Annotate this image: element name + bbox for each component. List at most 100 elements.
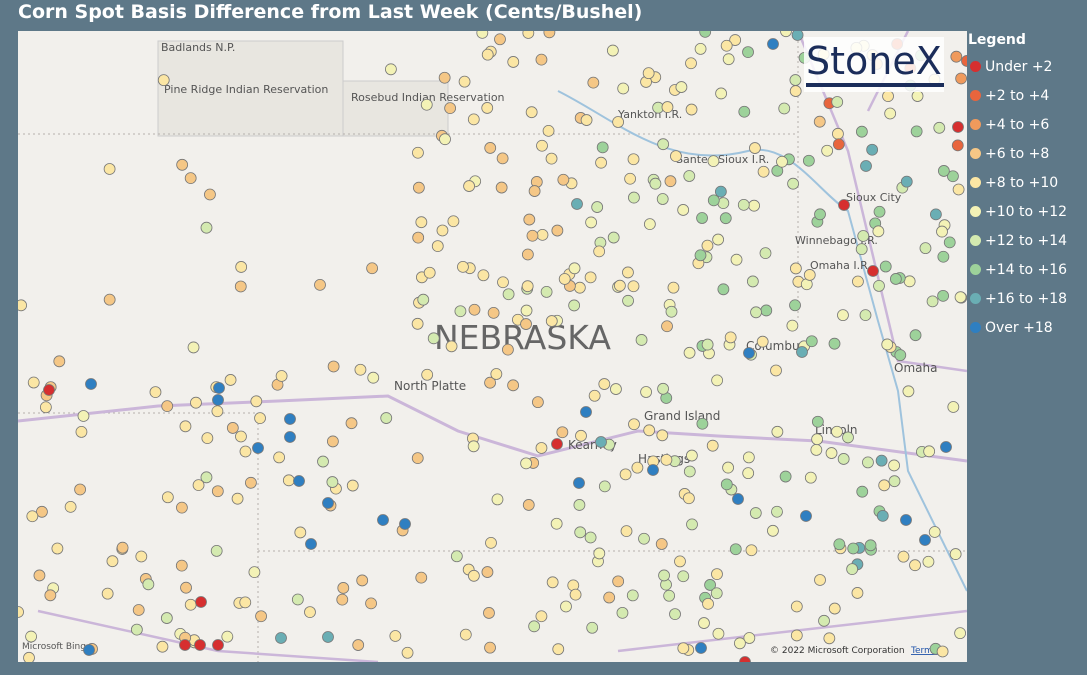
- station-dot[interactable]: [626, 589, 639, 602]
- station-dot[interactable]: [85, 378, 97, 390]
- station-dot[interactable]: [910, 125, 923, 138]
- station-dot[interactable]: [211, 485, 224, 498]
- station-dot[interactable]: [804, 471, 817, 484]
- station-dot[interactable]: [484, 376, 496, 389]
- station-dot[interactable]: [936, 225, 948, 238]
- station-dot[interactable]: [771, 505, 783, 518]
- legend-item[interactable]: +4 to +6: [968, 110, 1087, 139]
- station-dot[interactable]: [467, 113, 480, 126]
- station-dot[interactable]: [683, 170, 696, 182]
- station-dot[interactable]: [239, 445, 252, 458]
- station-dot[interactable]: [802, 154, 815, 167]
- station-dot[interactable]: [354, 363, 367, 376]
- station-dot[interactable]: [481, 566, 494, 578]
- station-dot[interactable]: [322, 497, 334, 509]
- station-dot[interactable]: [200, 221, 213, 234]
- station-dot[interactable]: [767, 38, 779, 50]
- station-dot[interactable]: [116, 541, 129, 554]
- station-dot[interactable]: [176, 501, 188, 514]
- station-dot[interactable]: [937, 250, 950, 263]
- station-dot[interactable]: [528, 620, 541, 633]
- station-dot[interactable]: [481, 48, 494, 61]
- station-dot[interactable]: [135, 550, 148, 563]
- station-dot[interactable]: [828, 602, 841, 615]
- station-dot[interactable]: [864, 539, 877, 552]
- station-dot[interactable]: [345, 417, 358, 430]
- station-dot[interactable]: [192, 479, 205, 492]
- station-dot[interactable]: [142, 578, 155, 591]
- station-dot[interactable]: [888, 459, 900, 472]
- station-dot[interactable]: [656, 193, 669, 205]
- station-dot[interactable]: [742, 451, 755, 464]
- station-dot[interactable]: [622, 294, 634, 307]
- station-dot[interactable]: [542, 124, 555, 137]
- station-dot[interactable]: [569, 588, 582, 601]
- station-dot[interactable]: [658, 569, 670, 582]
- station-dot[interactable]: [210, 545, 223, 557]
- station-dot[interactable]: [715, 87, 728, 100]
- station-dot[interactable]: [937, 165, 950, 177]
- legend-item[interactable]: +16 to +18: [968, 284, 1087, 313]
- station-dot[interactable]: [643, 218, 656, 231]
- station-dot[interactable]: [930, 208, 942, 221]
- station-dot[interactable]: [730, 253, 743, 266]
- station-dot[interactable]: [660, 453, 673, 466]
- legend-item[interactable]: +2 to +4: [968, 81, 1087, 110]
- station-dot[interactable]: [619, 468, 632, 481]
- station-dot[interactable]: [657, 382, 669, 395]
- station-dot[interactable]: [485, 536, 497, 549]
- station-dot[interactable]: [175, 559, 188, 572]
- station-dot[interactable]: [909, 329, 922, 342]
- station-dot[interactable]: [254, 412, 266, 425]
- station-dot[interactable]: [484, 142, 497, 154]
- station-dot[interactable]: [779, 470, 792, 483]
- station-dot[interactable]: [43, 384, 55, 396]
- station-dot[interactable]: [454, 305, 467, 318]
- station-dot[interactable]: [401, 646, 414, 659]
- station-dot[interactable]: [457, 260, 469, 273]
- station-dot[interactable]: [685, 57, 697, 70]
- station-dot[interactable]: [293, 475, 305, 487]
- station-dot[interactable]: [587, 76, 600, 89]
- station-dot[interactable]: [947, 401, 960, 413]
- station-dot[interactable]: [525, 106, 538, 119]
- station-dot[interactable]: [940, 441, 952, 453]
- station-dot[interactable]: [459, 628, 472, 641]
- station-dot[interactable]: [221, 630, 234, 643]
- station-dot[interactable]: [412, 181, 425, 194]
- station-dot[interactable]: [179, 639, 191, 651]
- station-dot[interactable]: [235, 430, 247, 443]
- station-dot[interactable]: [701, 338, 714, 351]
- station-dot[interactable]: [856, 485, 869, 498]
- station-dot[interactable]: [961, 55, 967, 67]
- station-dot[interactable]: [746, 275, 759, 288]
- station-dot[interactable]: [810, 443, 823, 456]
- station-dot[interactable]: [571, 198, 583, 210]
- station-dot[interactable]: [522, 499, 535, 511]
- station-dot[interactable]: [231, 492, 244, 505]
- station-dot[interactable]: [714, 185, 727, 198]
- station-dot[interactable]: [855, 243, 868, 256]
- station-dot[interactable]: [366, 262, 379, 275]
- station-dot[interactable]: [226, 422, 239, 434]
- station-dot[interactable]: [686, 518, 698, 531]
- station-dot[interactable]: [447, 215, 460, 228]
- station-dot[interactable]: [875, 454, 888, 467]
- station-dot[interactable]: [607, 231, 620, 244]
- station-dot[interactable]: [585, 216, 598, 229]
- station-dot[interactable]: [481, 102, 494, 114]
- station-dot[interactable]: [536, 228, 549, 241]
- station-dot[interactable]: [667, 281, 680, 294]
- station-dot[interactable]: [180, 581, 192, 594]
- station-dot[interactable]: [468, 303, 481, 316]
- station-dot[interactable]: [789, 299, 801, 312]
- station-dot[interactable]: [556, 426, 569, 439]
- station-dot[interactable]: [558, 273, 571, 285]
- station-dot[interactable]: [699, 31, 712, 38]
- station-dot[interactable]: [796, 346, 808, 358]
- station-dot[interactable]: [748, 199, 760, 212]
- station-dot[interactable]: [911, 90, 924, 102]
- station-dot[interactable]: [720, 39, 733, 52]
- station-dot[interactable]: [305, 538, 317, 550]
- station-dot[interactable]: [179, 420, 192, 433]
